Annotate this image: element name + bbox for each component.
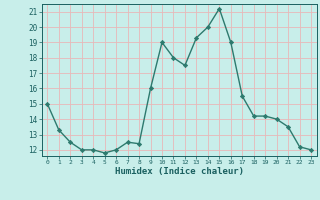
X-axis label: Humidex (Indice chaleur): Humidex (Indice chaleur)	[115, 167, 244, 176]
